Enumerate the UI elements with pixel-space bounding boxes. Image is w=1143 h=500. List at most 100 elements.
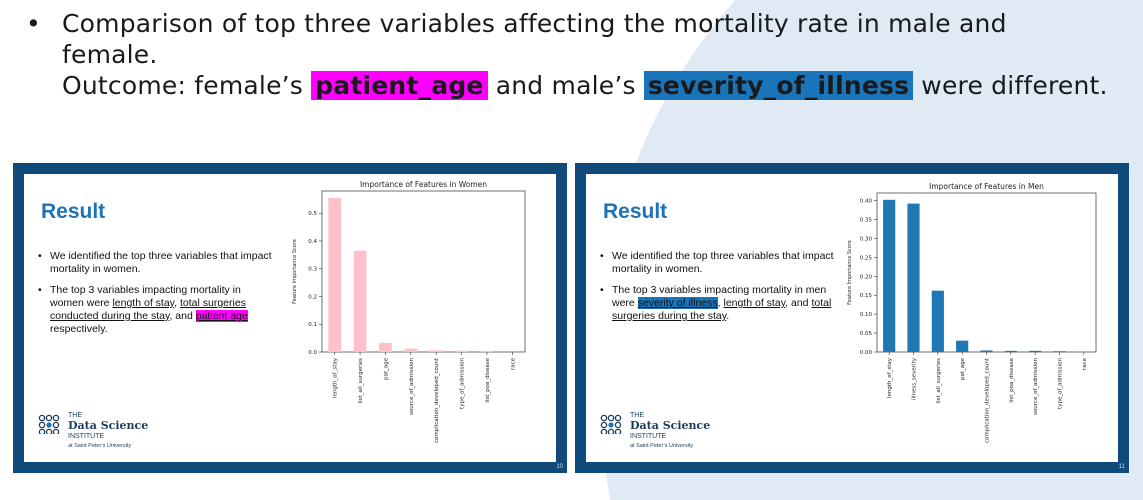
outcome-prefix: Outcome: female’s [62,71,312,100]
y-axis-label: Feature Importance Score [292,239,298,304]
x-tick-label: race [510,357,516,370]
chart-title: Importance of Features in Men [929,182,1044,191]
y-tick-label: 0.2 [308,294,317,300]
bar-length_of_stay [328,197,342,352]
bar-list_poa_disease [1004,350,1017,352]
slide-title: Result [41,200,106,223]
bar-complication_developed_count [429,350,443,352]
slide-men: Result • We identified the top three vari… [575,163,1129,473]
y-tick-label: 0.05 [860,331,873,337]
bar-list_all_surgeries [353,250,367,352]
y-axis-label: Feature Importance Score [847,240,853,305]
x-tick-label: length_of_stay [887,357,893,398]
separator: , [717,297,724,309]
chart-title: Importance of Features in Women [360,180,487,189]
bullet-text-post: respectively. [50,323,108,335]
x-tick-label: list_all_surgeries [358,358,364,404]
slide-women: Result • We identified the top three vari… [13,163,567,473]
highlight-patient-age: patient age [195,310,248,322]
highlight-severity: severity_of_illness [643,71,914,100]
outcome-mid: and male’s [487,71,644,100]
bullet-text-1: We identified the top three variables th… [50,250,272,275]
underline-length-of-stay: length of stay [723,297,786,309]
bullet-text-1: We identified the top three variables th… [612,250,834,275]
logo-text-name: Data Science [68,419,149,432]
x-tick-label: source_of_admission [409,358,415,415]
bar-type_of_admission [1053,351,1066,352]
logo-text-institute: INSTITUTE [630,433,667,440]
bullet-item: • The top 3 variables impacting mortality… [600,284,832,322]
x-tick-label: list_poa_disease [485,357,491,402]
bar-pat_age [379,342,392,352]
y-tick-label: 0.0 [308,350,317,356]
highlight-severity: severity of illness [637,297,718,309]
y-tick-label: 0.25 [860,255,873,261]
x-tick-label: list_poa_disease [1009,357,1015,402]
institute-logo: THE Data Science INSTITUTE at Saint Pete… [600,412,750,452]
chart-men: Importance of Features in Men 0.00 0.05 0.1… [834,176,1104,462]
bullet-text-pre: The top 3 variables impacting mortality … [50,284,241,309]
summary-line-1: Comparison of top three variables affect… [62,9,1007,38]
y-tick-label: 0.4 [308,239,317,245]
x-tick-label: pat_age [960,357,966,380]
x-tick-label: length_of_stay [333,357,339,398]
bullet-item: • We identified the top three variables t… [600,250,834,275]
slide-bullets: • We identified the top three variables t… [600,250,838,331]
bar-source_of_admission [1029,350,1042,352]
bar-length_of_stay [883,199,896,352]
x-tick-label: pat_age [383,357,389,380]
y-tick-label: 0.30 [860,236,873,242]
bar-list_all_surgeries [931,290,944,352]
chart-women-svg: Importance of Features in Women 0.0 0.1 0.2… [292,180,526,443]
y-tick-label: 0.20 [860,274,873,280]
page-number: 10 [556,464,563,470]
bar-complication_developed_count [980,350,993,352]
y-tick-label: 0.35 [860,218,873,224]
bullet-text-pre: The top 3 variables impacting mortality … [612,284,827,309]
bullet-item: • The top 3 variables impacting mortality… [38,284,248,335]
logo-dots-icon [600,414,622,434]
outcome-suffix: were different. [913,71,1108,100]
y-tick-label: 0.3 [308,267,317,273]
separator: , [174,297,180,309]
logo-text-university: at Saint Peter’s University [68,443,132,449]
bullet-item: • We identified the top three variables t… [38,250,272,275]
logo-text-university: at Saint Peter’s University [630,443,694,449]
logo-text-name: Data Science [630,419,711,432]
underline-total-surgeries: total surgeries during the stay [612,297,832,322]
summary-text: • Comparison of top three variables affe… [26,8,1126,101]
slide-title: Result [603,200,668,223]
logo-text-the: THE [630,412,644,419]
separator: , and [169,310,196,322]
slide-bullets: • We identified the top three variables t… [38,250,276,344]
chart-men-svg: Importance of Features in Men 0.00 0.05 0.1… [847,182,1097,443]
bullet-text-post: . [726,310,730,322]
y-tick-label: 0.00 [860,350,873,356]
x-tick-label: race [1082,357,1088,370]
y-tick-label: 0.10 [860,312,873,318]
separator: , and [785,297,812,309]
x-tick-label: type_of_admission [460,357,466,408]
y-tick-label: 0.5 [308,211,317,217]
logo-text-institute: INSTITUTE [68,433,105,440]
bar-type_of_admission [455,350,468,352]
institute-logo: THE Data Science INSTITUTE at Saint Pete… [38,412,188,452]
bar-list_poa_disease [480,350,494,352]
y-tick-label: 0.15 [860,293,873,299]
chart-women: Importance of Features in Women 0.0 0.1 0.2… [286,176,556,462]
bar-source_of_admission [404,348,418,352]
x-tick-label: complication_developed_count [434,357,440,443]
underline-length-of-stay: length of stay [112,297,175,309]
x-tick-label: illness_severity [912,357,918,400]
x-tick-label: list_all_surgeries [936,358,942,404]
x-tick-label: type_of_admission [1058,357,1064,408]
bullet: • [26,9,41,38]
summary-line-2: female. [62,40,158,69]
logo-text-the: THE [68,412,82,419]
x-tick-label: source_of_admission [1033,358,1039,415]
y-tick-label: 0.1 [308,322,317,328]
plot-frame [321,190,526,353]
x-tick-label: complication_developed_count [985,357,991,443]
y-tick-label: 0.40 [860,199,873,205]
highlight-patient-age: patient_age [311,71,488,100]
